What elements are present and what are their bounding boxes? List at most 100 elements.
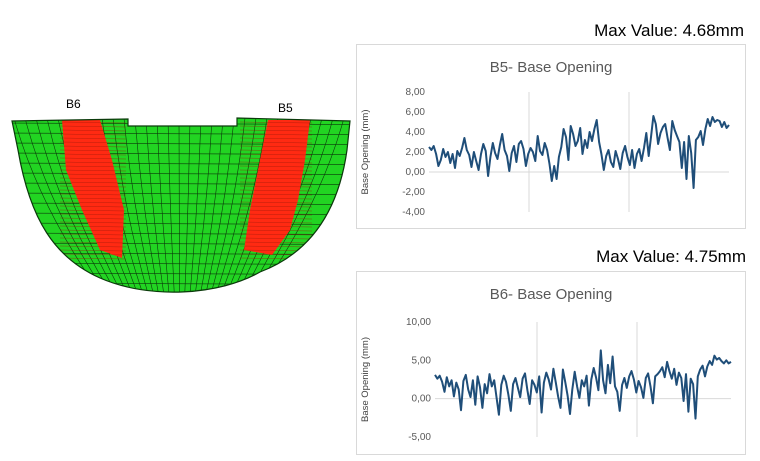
chart-panel-b5: B5- Base Opening -4,00 -2,00 0,00 2,00 4,00 6… [356,44,746,229]
max-value-b5: Max Value: 4.68mm [594,21,744,40]
mesh-hatch-line [59,233,127,236]
chart-title-b6: B6- Base Opening [489,286,613,303]
mesh-hatch-line [59,177,127,180]
mesh-hatch-line [239,209,313,212]
mesh-hatch-line [239,121,313,124]
mesh-line [213,118,257,293]
mesh-region-b6 [62,120,124,258]
mesh-line [208,118,246,293]
mesh-hatch-line [239,237,313,240]
mesh-hatch-line [239,161,313,164]
mesh-line [12,242,350,245]
mesh-hatch-line [59,229,127,232]
y-tick-label: 8,00 [406,87,426,98]
mesh-hatch-line [239,169,313,172]
mesh-hatch-line [239,221,313,224]
mesh-model [0,90,360,320]
mesh-hatch-line [239,225,313,228]
mesh-label-b6: B6 [66,97,81,111]
mesh-hatch-line [239,201,313,204]
mesh-outline [11,117,351,293]
mesh-hatch-line [59,253,127,256]
mesh-hatch-line [59,189,127,192]
y-tick-label: 0,00 [412,394,432,405]
series-line [428,115,730,189]
mesh-hatch-line [239,197,313,200]
mesh-hatch-line [59,193,127,196]
y-tick-label: 4,00 [406,127,426,138]
y-tick-label: -2,00 [402,187,425,198]
mesh-line [12,222,350,225]
mesh-highlights [59,120,313,260]
mesh-hatch-line [239,153,313,156]
mesh-drawing [0,117,360,305]
mesh-line [218,118,268,293]
mesh-grid [0,118,360,305]
mesh-hatch-line [239,213,313,216]
chart-panel-b6: B6- Base Opening -5,00 0,00 5,00 10,00 Base… [356,271,746,455]
mesh-hatch-line [239,145,313,148]
mesh-line [0,303,360,305]
series-line [434,349,732,420]
mesh-line [199,118,224,293]
mesh-hatch-line [59,217,127,220]
mesh-hatch-line [59,249,127,252]
mesh-highlight-hatch [59,121,313,260]
max-value-b6: Max Value: 4.75mm [596,247,746,266]
mesh-hatch-line [59,129,127,132]
chart-b6: -5,00 0,00 5,00 10,00 Base Opening (mm) [360,317,732,443]
mesh-hatch-line [59,221,127,224]
mesh-hatch-line [239,233,313,236]
mesh-hatch-line [59,241,127,244]
mesh-line [46,118,121,293]
mesh-hatch-line [239,129,313,132]
mesh-hatch-line [59,137,127,140]
mesh-hatch-line [59,157,127,160]
mesh-hatch-line [59,237,127,240]
y-tick-label: 2,00 [406,147,426,158]
mesh-line [184,118,191,293]
mesh-hatch-line [239,245,313,248]
y-axis-label-b5: Base Opening (mm) [360,109,371,194]
mesh-line [194,118,213,293]
mesh-hatch-line [239,205,313,208]
mesh-line [134,118,161,293]
mesh-hatch-line [59,141,127,144]
mesh-line [167,118,175,293]
chart-b5: -4,00 -2,00 0,00 2,00 4,00 6,00 8,00 Base Open… [360,87,730,218]
mesh-hatch-line [59,161,127,164]
y-tick-label: -4,00 [402,207,425,218]
mesh-hatch-line [239,217,313,220]
mesh-hatch-line [239,133,313,136]
mesh-hatch-line [59,149,127,152]
mesh-hatch-line [239,229,313,232]
mesh-hatch-line [239,181,313,184]
y-axis-label-b6: Base Opening (mm) [360,337,371,422]
mesh-hatch-line [59,245,127,248]
mesh-hatch-line [59,125,127,128]
mesh-hatch-line [59,133,127,136]
mesh-hatch-line [59,121,127,124]
y-tick-label: 10,00 [406,317,431,328]
mesh-hatch-line [239,193,313,196]
y-tick-label: -5,00 [408,432,431,443]
mesh-hatch-line [59,145,127,148]
mesh-line [35,118,116,293]
mesh-hatch-line [239,141,313,144]
mesh-hatch-line [59,165,127,168]
mesh-hatch-line [239,137,313,140]
mesh-hatch-line [239,173,313,176]
mesh-hatch-line [239,165,313,168]
mesh-hatch-line [59,181,127,184]
mesh-hatch-line [239,185,313,188]
y-tick-label: 6,00 [406,107,426,118]
mesh-line [123,118,156,293]
mesh-hatch-line [59,225,127,228]
mesh-hatch-line [239,157,313,160]
y-tick-label: 0,00 [406,167,426,178]
mesh-hatch-line [59,197,127,200]
mesh-hatch-line [59,185,127,188]
mesh-line [156,118,170,293]
mesh-region-b5 [244,120,310,255]
mesh-label-b5: B5 [278,101,293,115]
